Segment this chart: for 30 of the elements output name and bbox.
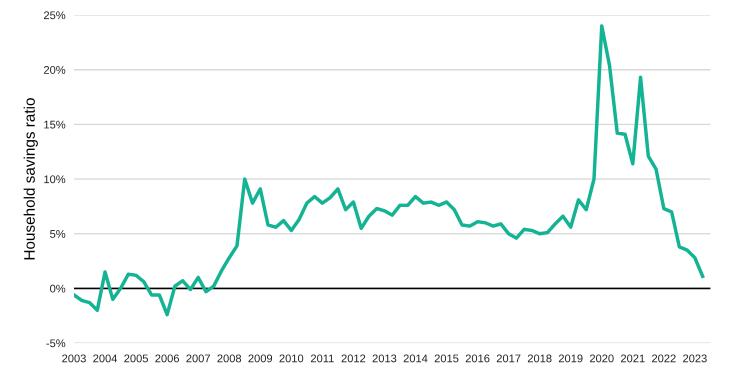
x-tick-label: 2021	[620, 354, 645, 362]
x-tick-label: 2022	[652, 354, 676, 362]
x-tick-label: 2017	[496, 354, 520, 362]
x-tick-label: 2013	[372, 354, 396, 362]
x-tick-label: 2003	[62, 354, 86, 362]
x-tick-label: 2005	[124, 354, 148, 362]
y-tick-label: -5%	[46, 339, 66, 348]
x-tick-label: 2019	[558, 354, 583, 362]
y-tick-label: 10%	[44, 175, 66, 184]
y-axis-title: Household savings ratio	[24, 98, 38, 260]
line-series	[74, 24, 704, 316]
x-tick-label: 2006	[155, 354, 180, 362]
x-tick-label: 2011	[310, 354, 334, 362]
y-tick-label: 20%	[44, 66, 66, 74]
x-tick-label: 2023	[683, 354, 707, 362]
x-tick-label: 2012	[342, 354, 366, 362]
x-tick-label: 2008	[217, 354, 242, 362]
y-tick-label: 15%	[44, 120, 66, 129]
x-tick-label: 2020	[590, 354, 614, 362]
y-tick-label: 25%	[44, 11, 66, 20]
x-tick-label: 2004	[93, 354, 118, 362]
x-tick-label: 2007	[186, 354, 210, 362]
x-tick-label: 2009	[248, 354, 272, 362]
x-tick-label: 2010	[280, 354, 304, 362]
x-tick-label: 2014	[404, 354, 428, 362]
y-tick-label: 0%	[50, 284, 66, 293]
x-tick-label: 2015	[434, 354, 458, 362]
y-tick-label: 5%	[50, 230, 66, 238]
x-tick-label: 2016	[466, 354, 490, 362]
x-tick-label: 2018	[528, 354, 552, 362]
